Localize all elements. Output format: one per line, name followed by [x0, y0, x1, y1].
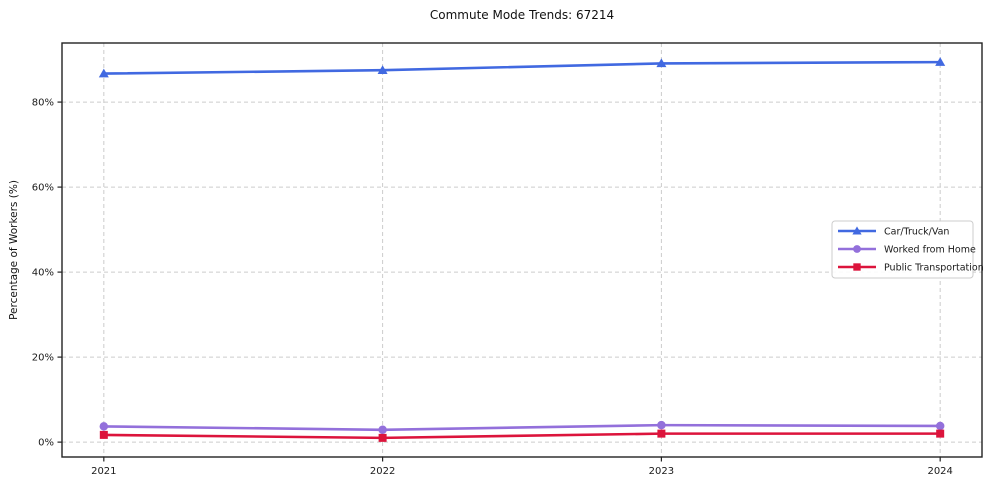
- legend-label-car-truck-van: Car/Truck/Van: [884, 227, 949, 238]
- legend-marker-worked-from-home: [853, 245, 861, 253]
- series-marker-worked-from-home: [935, 421, 945, 431]
- x-tick-label-2021: 2021: [91, 466, 116, 477]
- legend-marker-public-transportation: [853, 263, 861, 271]
- series-line-car-truck-van: [103, 60, 941, 75]
- y-tick-label-60%: 60%: [32, 183, 54, 194]
- series-line-public-transportation: [103, 432, 941, 440]
- series-marker-car-truck-van: [377, 65, 388, 74]
- series-marker-car-truck-van: [656, 58, 667, 68]
- series-marker-public-transportation: [99, 430, 108, 439]
- y-tick-label-20%: 20%: [32, 353, 54, 364]
- legend-box: [831, 220, 974, 279]
- x-tick-label-2024: 2024: [927, 466, 952, 477]
- series-marker-worked-from-home: [657, 420, 666, 430]
- series-marker-worked-from-home: [99, 422, 109, 431]
- series-marker-public-transportation: [657, 429, 666, 438]
- x-tick-label-2022: 2022: [370, 466, 395, 477]
- y-tick-label-80%: 80%: [32, 98, 54, 109]
- plot-border: [61, 42, 983, 458]
- chart-title: Commute Mode Trends: 67214: [429, 8, 615, 22]
- series-line-worked-from-home: [103, 423, 941, 432]
- series-marker-car-truck-van: [98, 68, 109, 78]
- series-marker-public-transportation: [378, 433, 387, 442]
- legend-label-public-transportation: Public Transportation: [884, 263, 984, 274]
- y-tick-label-40%: 40%: [32, 268, 54, 279]
- series-marker-public-transportation: [936, 429, 945, 438]
- x-tick-label-2023: 2023: [649, 466, 674, 477]
- legend-label-worked-from-home: Worked from Home: [884, 245, 976, 256]
- series-marker-worked-from-home: [378, 425, 387, 435]
- y-tick-label-0%: 0%: [38, 438, 54, 449]
- legend-marker-car-truck-van: [852, 226, 862, 235]
- series-marker-car-truck-van: [935, 57, 946, 66]
